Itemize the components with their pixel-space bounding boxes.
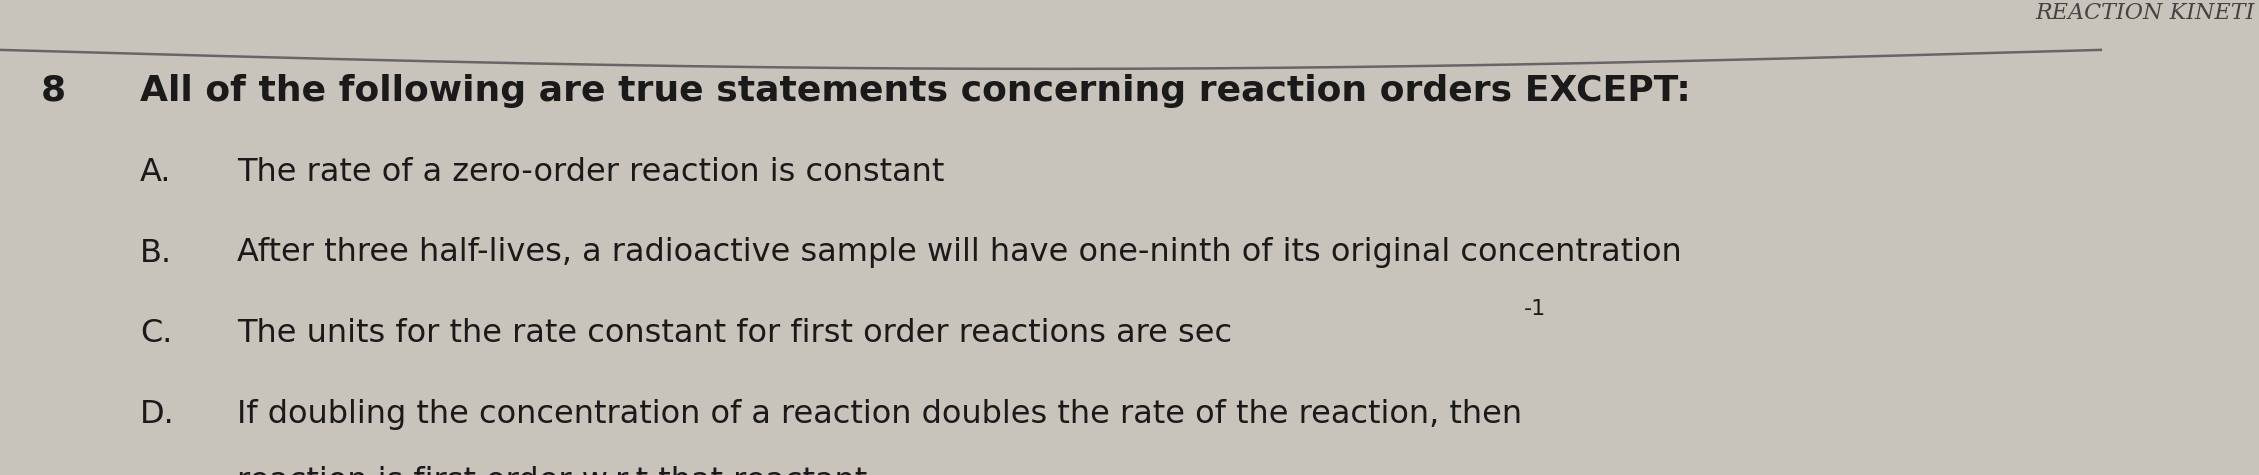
- Text: REACTION KINETI: REACTION KINETI: [2035, 2, 2254, 24]
- Text: D.: D.: [140, 399, 174, 430]
- Text: A.: A.: [140, 157, 172, 188]
- Text: B.: B.: [140, 238, 172, 268]
- Text: After three half-lives, a radioactive sample will have one-ninth of its original: After three half-lives, a radioactive sa…: [237, 238, 1683, 268]
- Text: If doubling the concentration of a reaction doubles the rate of the reaction, th: If doubling the concentration of a react…: [237, 399, 1523, 430]
- Text: The units for the rate constant for first order reactions are sec: The units for the rate constant for firs…: [237, 318, 1233, 349]
- Text: 8: 8: [41, 74, 66, 108]
- Text: The rate of a zero-order reaction is constant: The rate of a zero-order reaction is con…: [237, 157, 944, 188]
- Text: C.: C.: [140, 318, 172, 349]
- Text: All of the following are true statements concerning reaction orders EXCEPT:: All of the following are true statements…: [140, 74, 1690, 108]
- Text: -1: -1: [1523, 299, 1545, 319]
- Text: reaction is first order w.r.t that reactant: reaction is first order w.r.t that react…: [237, 466, 867, 475]
